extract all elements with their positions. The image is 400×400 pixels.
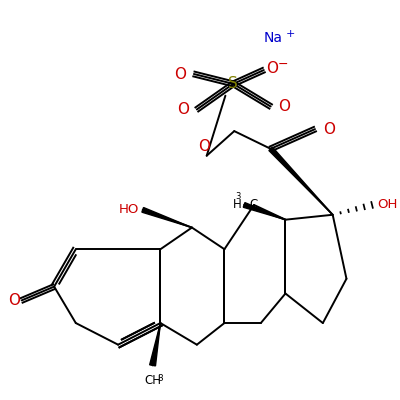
Polygon shape: [269, 147, 333, 215]
Polygon shape: [142, 208, 192, 228]
Polygon shape: [150, 323, 160, 366]
Text: Na: Na: [264, 30, 283, 44]
Text: O: O: [323, 122, 335, 137]
Polygon shape: [243, 203, 286, 220]
Text: O: O: [278, 99, 290, 114]
Text: O: O: [198, 139, 210, 154]
Text: +: +: [286, 29, 295, 39]
Text: H: H: [232, 198, 241, 212]
Text: HO: HO: [118, 203, 139, 216]
Text: S: S: [228, 76, 238, 91]
Text: O: O: [266, 61, 278, 76]
Text: CH: CH: [144, 374, 161, 387]
Text: −: −: [278, 58, 288, 71]
Text: O: O: [177, 102, 189, 117]
Text: C: C: [249, 198, 257, 212]
Text: O: O: [174, 66, 186, 82]
Text: OH: OH: [377, 198, 397, 212]
Text: O: O: [8, 293, 20, 308]
Text: 3: 3: [158, 374, 163, 383]
Text: 3: 3: [236, 192, 241, 201]
